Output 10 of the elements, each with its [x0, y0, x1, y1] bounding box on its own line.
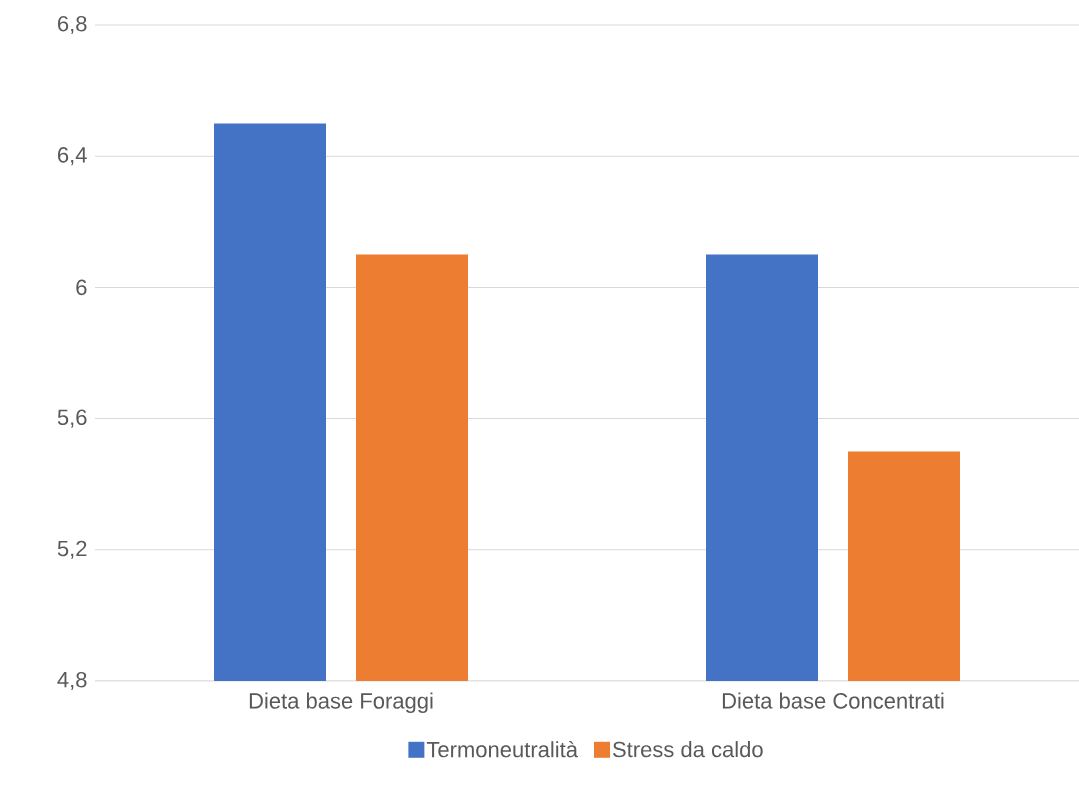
y-tick-label: 4,8 — [57, 671, 87, 691]
y-tick-label: 5,2 — [57, 540, 87, 559]
y-tick-label: 6 — [76, 279, 87, 296]
x-tick-label: Dieta base Concentrati — [722, 692, 944, 709]
legend-label: Termoneutralità — [426, 740, 578, 758]
x-tick-label: Dieta base Foraggi — [249, 692, 433, 714]
y-tick-label: 5,6 — [57, 409, 87, 428]
legend-label: Stress da caldo — [613, 741, 763, 758]
y-tick-label: 6,8 — [58, 15, 87, 35]
y-tick-label: 6,4 — [58, 147, 87, 166]
